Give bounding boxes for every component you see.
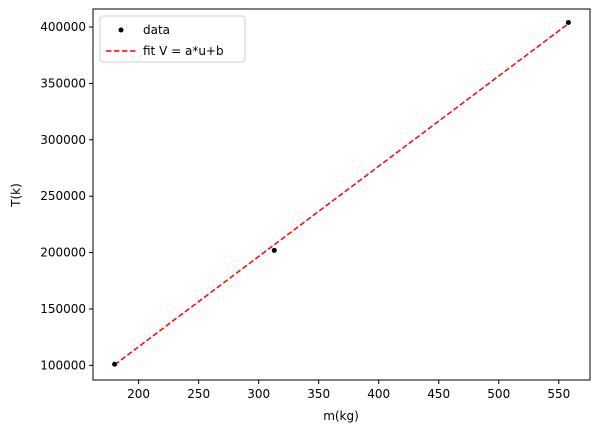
y-tick-label: 300000 [40, 133, 86, 147]
x-tick-label: 400 [367, 387, 390, 401]
x-axis: 200 250 300 350 400 450 500 550 [127, 380, 570, 401]
x-tick-label: 300 [247, 387, 270, 401]
y-axis: 100000 150000 200000 250000 300000 350000 4000… [40, 20, 93, 372]
y-tick-label: 250000 [40, 189, 86, 203]
legend-fit-label: fit V = a*u+b [143, 44, 224, 58]
legend-box [99, 15, 246, 63]
x-axis-label: m(kg) [323, 409, 359, 423]
x-tick-label: 450 [427, 387, 450, 401]
data-point [565, 20, 571, 26]
plot-layer [112, 20, 571, 367]
data-point [271, 247, 277, 253]
data-point [112, 361, 118, 367]
y-tick-label: 200000 [40, 246, 86, 260]
legend-data-label: data [143, 23, 170, 37]
y-tick-label: 350000 [40, 76, 86, 90]
x-tick-label: 250 [187, 387, 210, 401]
plot-frame [92, 8, 591, 381]
x-tick-label: 200 [127, 387, 150, 401]
y-tick-label: 100000 [40, 358, 86, 372]
x-tick-label: 550 [547, 387, 570, 401]
x-tick-label: 500 [487, 387, 510, 401]
x-tick-label: 350 [307, 387, 330, 401]
legend: data fit V = a*u+b [99, 15, 246, 63]
fit-line [114, 23, 569, 366]
y-tick-label: 400000 [40, 20, 86, 34]
legend-data-marker [118, 27, 124, 33]
y-tick-label: 150000 [40, 302, 86, 316]
y-axis-label: T(k) [9, 183, 23, 208]
